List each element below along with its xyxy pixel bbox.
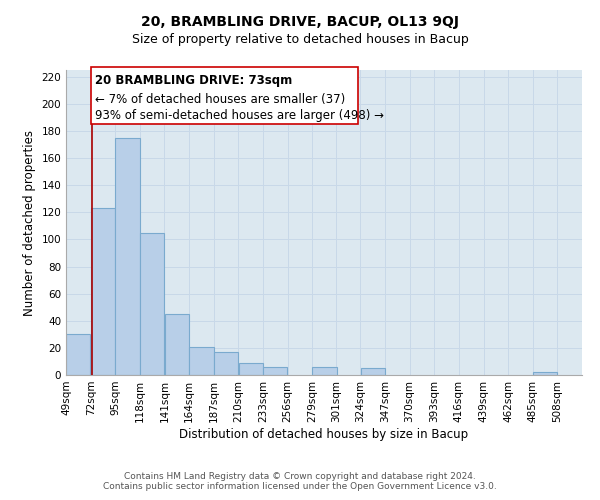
Bar — [361, 368, 385, 375]
Text: Size of property relative to detached houses in Bacup: Size of property relative to detached ho… — [131, 32, 469, 46]
Bar — [189, 346, 214, 375]
Text: 20, BRAMBLING DRIVE, BACUP, OL13 9QJ: 20, BRAMBLING DRIVE, BACUP, OL13 9QJ — [141, 15, 459, 29]
Text: Contains HM Land Registry data © Crown copyright and database right 2024.: Contains HM Land Registry data © Crown c… — [124, 472, 476, 481]
Bar — [115, 138, 140, 375]
Bar — [313, 367, 337, 375]
Text: ← 7% of detached houses are smaller (37): ← 7% of detached houses are smaller (37) — [95, 93, 345, 106]
FancyBboxPatch shape — [91, 68, 358, 124]
X-axis label: Distribution of detached houses by size in Bacup: Distribution of detached houses by size … — [179, 428, 469, 440]
Bar — [66, 334, 91, 375]
Bar — [239, 363, 263, 375]
Text: Contains public sector information licensed under the Open Government Licence v3: Contains public sector information licen… — [103, 482, 497, 491]
Bar — [263, 367, 287, 375]
Bar — [140, 232, 164, 375]
Bar — [91, 208, 115, 375]
Text: 20 BRAMBLING DRIVE: 73sqm: 20 BRAMBLING DRIVE: 73sqm — [95, 74, 292, 87]
Bar — [533, 372, 557, 375]
Bar — [164, 314, 189, 375]
Bar — [214, 352, 238, 375]
Text: 93% of semi-detached houses are larger (498) →: 93% of semi-detached houses are larger (… — [95, 110, 384, 122]
Y-axis label: Number of detached properties: Number of detached properties — [23, 130, 36, 316]
